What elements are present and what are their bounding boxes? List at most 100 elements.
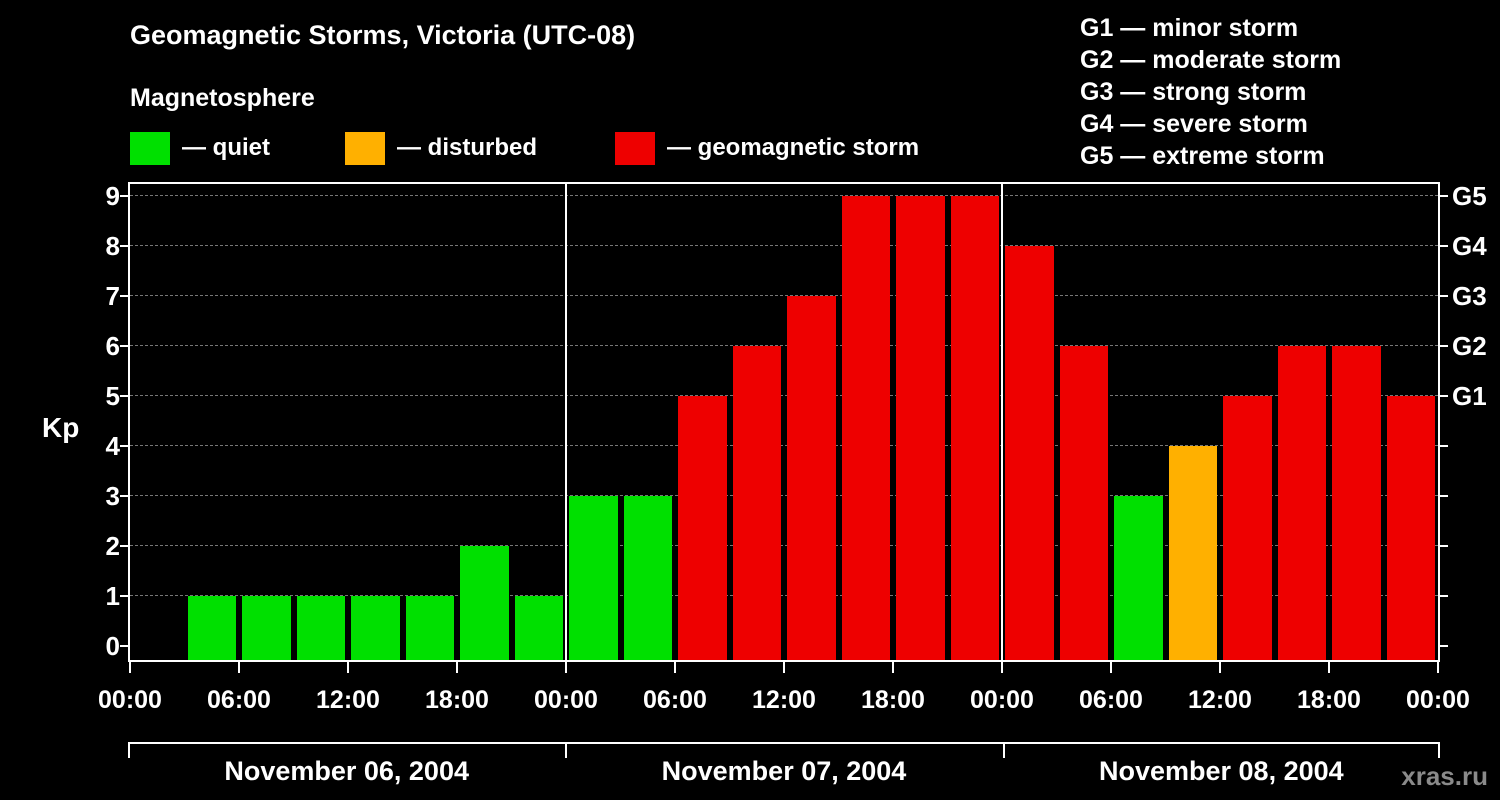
y-tick-mark [120, 645, 128, 647]
x-tick-label: 12:00 [752, 686, 816, 714]
right-axis-label-G2: G2 [1452, 331, 1487, 361]
y-tick-mark [120, 445, 128, 447]
color-legend: — quiet — disturbed — geomagnetic storm [0, 130, 1500, 166]
y-tick-mark [1440, 195, 1448, 197]
gridline-kp-1 [130, 595, 1438, 596]
date-label: November 07, 2004 [661, 756, 907, 786]
kp-bar [623, 496, 672, 660]
kp-bar [1059, 346, 1108, 660]
x-tick-mark [1437, 662, 1439, 673]
date-label: November 08, 2004 [1098, 756, 1344, 786]
x-tick-mark [674, 662, 676, 673]
x-tick-label: 06:00 [207, 686, 271, 714]
y-tick-mark [120, 345, 128, 347]
legend-label: — disturbed [397, 134, 538, 161]
date-bracket-tick [1002, 742, 1005, 758]
kp-bar [187, 596, 236, 660]
x-tick-mark [129, 662, 131, 673]
right-axis-label-G3: G3 [1452, 281, 1487, 311]
y-tick-label: 2 [105, 531, 120, 561]
storm-scale-line: G4 — severe storm [1080, 110, 1308, 138]
gridline-kp-8 [130, 245, 1438, 246]
y-tick-mark [1440, 245, 1448, 247]
gridline-kp-9 [130, 195, 1438, 196]
y-tick-mark [1440, 495, 1448, 497]
kp-bar [1386, 396, 1435, 660]
legend-item: — quiet [130, 130, 270, 166]
plot-area [128, 182, 1440, 662]
x-tick-label: 18:00 [425, 686, 489, 714]
x-tick-mark [1110, 662, 1112, 673]
gridline-kp-6 [130, 345, 1438, 346]
x-tick-mark [1328, 662, 1330, 673]
storm-scale-legend: G1 — minor storm G2 — moderate storm G3 — … [1080, 12, 1341, 172]
kp-bar [1005, 246, 1054, 660]
y-tick-mark [120, 395, 128, 397]
y-tick-mark [1440, 645, 1448, 647]
x-tick-label: 00:00 [1406, 686, 1470, 714]
y-tick-mark [120, 545, 128, 547]
date-bracket-tick [128, 742, 130, 758]
x-tick-label: 12:00 [1188, 686, 1252, 714]
kp-bar [242, 596, 291, 660]
y-tick-mark [120, 495, 128, 497]
y-tick-mark [1440, 395, 1448, 397]
x-tick-mark [238, 662, 240, 673]
x-tick-mark [783, 662, 785, 673]
kp-bar [841, 196, 890, 660]
y-tick-mark [1440, 545, 1448, 547]
x-tick-label: 12:00 [316, 686, 380, 714]
day-separator [1001, 184, 1003, 660]
watermark: xras.ru [1401, 761, 1488, 791]
gridline-kp-4 [130, 445, 1438, 446]
y-tick-label: 6 [105, 331, 120, 361]
kp-bar [296, 596, 345, 660]
gridline-kp-3 [130, 495, 1438, 496]
y-tick-label: 8 [105, 231, 120, 261]
date-label: November 06, 2004 [224, 756, 469, 786]
gridline-kp-5 [130, 395, 1438, 396]
legend-label: — quiet [182, 134, 270, 161]
storm-scale-line: G3 — strong storm [1080, 78, 1307, 106]
storm-scale-line: G2 — moderate storm [1080, 46, 1342, 74]
x-tick-mark [565, 662, 567, 673]
kp-bar [514, 596, 563, 660]
legend-item: — disturbed [345, 130, 537, 166]
kp-bar [678, 396, 727, 660]
kp-bar [1168, 446, 1217, 660]
y-tick-mark [120, 245, 128, 247]
x-tick-mark [347, 662, 349, 673]
y-tick-label: 0 [105, 631, 120, 661]
x-tick-label: 18:00 [1297, 686, 1361, 714]
x-tick-label: 00:00 [98, 686, 162, 714]
x-tick-mark [1001, 662, 1003, 673]
x-tick-mark [1219, 662, 1221, 673]
kp-bar [787, 296, 836, 660]
x-tick-label: 00:00 [970, 686, 1034, 714]
y-tick-mark [120, 295, 128, 297]
kp-bar [950, 196, 999, 660]
kp-bar [1223, 396, 1272, 660]
date-bracket-tick [1438, 742, 1440, 758]
storm-scale-line: G1 — minor storm [1080, 14, 1299, 42]
x-tick-mark [456, 662, 458, 673]
kp-bar [351, 596, 400, 660]
x-tick-label: 06:00 [643, 686, 707, 714]
date-bracket-line [128, 742, 1440, 744]
date-bracket-tick [565, 742, 568, 758]
legend-swatch-quiet [130, 131, 170, 165]
day-separator [565, 184, 567, 660]
legend-swatch-storm [615, 131, 655, 165]
x-tick-mark [892, 662, 894, 673]
x-tick-label: 06:00 [1079, 686, 1143, 714]
kp-bar [1277, 346, 1326, 660]
legend-item: — geomagnetic storm [615, 130, 919, 166]
right-axis-label-G1: G1 [1452, 381, 1487, 411]
y-tick-mark [120, 195, 128, 197]
kp-bar [460, 546, 509, 660]
kp-bar [569, 496, 618, 660]
y-tick-mark [1440, 595, 1448, 597]
y-tick-mark [1440, 445, 1448, 447]
kp-bar [896, 196, 945, 660]
